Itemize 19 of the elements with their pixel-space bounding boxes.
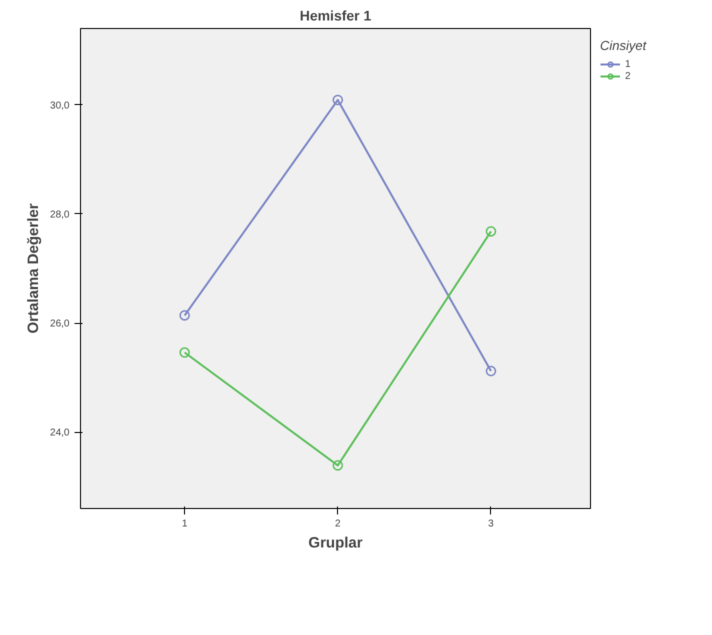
x-tick-label: 3 <box>488 518 494 530</box>
point <box>179 347 190 358</box>
point <box>486 366 496 376</box>
x-tick-label: 2 <box>335 518 342 530</box>
point <box>332 460 344 471</box>
y-tick-label: 24,0 <box>50 428 70 439</box>
y-tick-label: 30,0 <box>50 100 70 112</box>
point <box>486 226 496 237</box>
x-tick-label: 1 <box>182 518 188 530</box>
y-axis-title: Ortalama Değerler <box>25 203 42 334</box>
legend-label: 2 <box>625 70 632 82</box>
legend-label: 1 <box>625 58 632 70</box>
x-axis-title: Gruplar <box>308 534 363 552</box>
chart-title: Hemisfer 1 <box>300 8 372 24</box>
y-tick-label: 26,0 <box>50 318 70 330</box>
point <box>332 94 344 106</box>
y-tick-label: 28,0 <box>50 209 70 220</box>
point <box>179 310 190 321</box>
legend-title: Cinsiyet <box>600 38 646 53</box>
